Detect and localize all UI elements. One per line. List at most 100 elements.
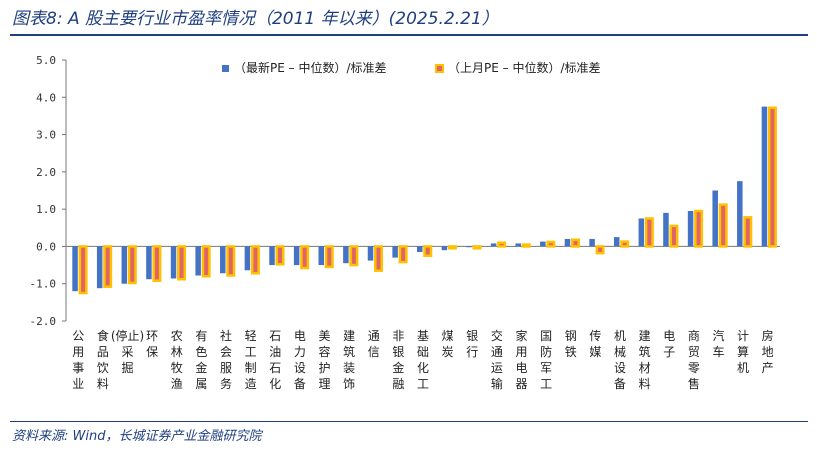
bar-latest bbox=[441, 246, 448, 251]
x-tick-label: 国防军工 bbox=[540, 329, 552, 391]
x-tick-label: (停止)采掘 bbox=[111, 328, 144, 375]
bar-latest bbox=[712, 190, 718, 247]
legend-swatch-last-month bbox=[435, 64, 444, 73]
x-tick-label: 通信 bbox=[368, 329, 380, 359]
x-tick-label: 农林牧渔 bbox=[171, 329, 183, 391]
bar-last-month bbox=[398, 245, 408, 264]
bar-latest bbox=[293, 246, 300, 266]
bar-latest bbox=[195, 246, 201, 276]
x-tick-label: 石油石化 bbox=[269, 329, 281, 391]
x-tick-label: 煤炭 bbox=[442, 329, 454, 359]
x-tick-label: 美容护理 bbox=[319, 329, 331, 391]
bar-latest bbox=[417, 246, 423, 253]
bar-latest bbox=[72, 246, 78, 292]
legend-swatch-latest bbox=[222, 65, 229, 72]
bar-last-month bbox=[743, 216, 753, 248]
bar-chart: 5.0 4.0 3.0 2.0 1.0 0.0 -1.0 -2.0 公用事业 食品饮料(停止)采掘… bbox=[30, 54, 780, 391]
bar-latest bbox=[146, 246, 152, 280]
bar-last-month bbox=[78, 245, 88, 295]
bar-latest bbox=[540, 241, 546, 247]
bar-last-month bbox=[570, 238, 580, 248]
x-tick-label: 公用事业 bbox=[72, 329, 84, 391]
x-tick-label: 钢铁 bbox=[565, 329, 577, 359]
bar-last-month bbox=[275, 245, 285, 266]
bar-last-month bbox=[595, 245, 605, 255]
bar-latest bbox=[466, 246, 472, 248]
x-tick-label: 银行 bbox=[466, 329, 478, 359]
bar-last-month bbox=[127, 245, 137, 285]
bar-last-month bbox=[694, 209, 704, 248]
bar-last-month bbox=[324, 245, 334, 269]
bar-last-month bbox=[497, 241, 507, 248]
y-tick-label: 3.0 bbox=[36, 129, 56, 142]
bar-latest bbox=[392, 246, 398, 258]
bar-latest bbox=[564, 238, 571, 247]
x-tick-label: 电力设备 bbox=[294, 329, 306, 391]
source-note: 资料来源: Wind，长城证券产业金融研究院 bbox=[12, 429, 262, 444]
x-tick-label: 机械设备 bbox=[614, 329, 626, 391]
bar-last-month bbox=[546, 240, 556, 248]
bar-latest bbox=[367, 246, 374, 261]
bar-latest bbox=[343, 246, 349, 264]
bar-latest bbox=[638, 218, 645, 247]
bar-last-month bbox=[226, 245, 236, 277]
x-tick-label: 社会服务 bbox=[220, 328, 232, 391]
bar-latest bbox=[515, 243, 521, 247]
x-tick-label: 计算机 bbox=[737, 329, 749, 375]
bar-latest bbox=[589, 238, 595, 247]
bar-latest bbox=[663, 212, 669, 247]
y-tick-label: -1.0 bbox=[30, 278, 57, 291]
y-tick-label: -2.0 bbox=[30, 315, 57, 328]
footer-rule bbox=[10, 421, 808, 422]
x-tick-label: 家用电器 bbox=[515, 328, 527, 391]
y-tick-label: 2.0 bbox=[36, 166, 56, 179]
bar-last-month bbox=[374, 245, 384, 272]
bar-last-month bbox=[250, 245, 260, 275]
bar-last-month bbox=[521, 243, 531, 248]
bar-latest bbox=[490, 243, 497, 247]
bar-last-month bbox=[620, 240, 630, 248]
bar-last-month bbox=[767, 106, 777, 248]
x-tick-label: 食品饮料 bbox=[97, 328, 109, 391]
legend-label-latest: （最新PE – 中位数）/标准差 bbox=[234, 60, 387, 75]
y-tick-label: 1.0 bbox=[36, 203, 56, 216]
bar-latest bbox=[687, 211, 694, 247]
bar-latest bbox=[121, 246, 128, 284]
x-tick-label: 汽车 bbox=[712, 328, 724, 359]
bar-last-month bbox=[669, 224, 679, 248]
bar-last-month bbox=[201, 245, 211, 278]
bar-latest bbox=[220, 246, 226, 274]
bar-latest bbox=[269, 246, 275, 266]
y-tick-label: 0.0 bbox=[36, 240, 56, 253]
bar-latest bbox=[170, 246, 177, 279]
bar-latest bbox=[318, 246, 325, 266]
bar-last-month bbox=[472, 245, 482, 250]
x-tick-label: 有色金属 bbox=[195, 329, 207, 391]
bar-last-month bbox=[423, 245, 433, 258]
bar-last-month bbox=[349, 245, 359, 267]
bar-latest bbox=[761, 106, 768, 247]
bar-last-month bbox=[300, 245, 310, 270]
x-tick-label: 房地产 bbox=[762, 328, 774, 375]
bar-last-month bbox=[718, 203, 728, 248]
x-tick-label: 轻工制造 bbox=[245, 329, 257, 391]
bar-last-month bbox=[447, 245, 457, 250]
x-tick-label: 非银金融 bbox=[392, 329, 404, 391]
x-tick-label: 传媒 bbox=[589, 328, 601, 359]
title-rule bbox=[10, 34, 808, 36]
x-tick-label: 商贸零售 bbox=[688, 328, 700, 391]
x-tick-label: 建筑装饰 bbox=[343, 329, 355, 391]
figure-title: 图表8: A 股主要行业市盈率情况（2011 年以来）(2025.2.21） bbox=[12, 9, 499, 29]
x-tick-label: 基础化工 bbox=[417, 329, 429, 391]
bar-last-month bbox=[103, 245, 113, 288]
x-tick-label: 交通运输 bbox=[491, 328, 503, 391]
bar-latest bbox=[244, 246, 251, 271]
y-tick-label: 5.0 bbox=[36, 54, 56, 67]
bar-latest bbox=[96, 246, 103, 289]
x-tick-label: 电子 bbox=[663, 329, 675, 359]
bar-latest bbox=[613, 237, 620, 247]
bar-last-month bbox=[177, 245, 187, 281]
legend-label-last-month: （上月PE – 中位数）/标准差 bbox=[448, 60, 601, 75]
y-tick-label: 4.0 bbox=[36, 91, 56, 104]
bar-last-month bbox=[644, 217, 654, 248]
